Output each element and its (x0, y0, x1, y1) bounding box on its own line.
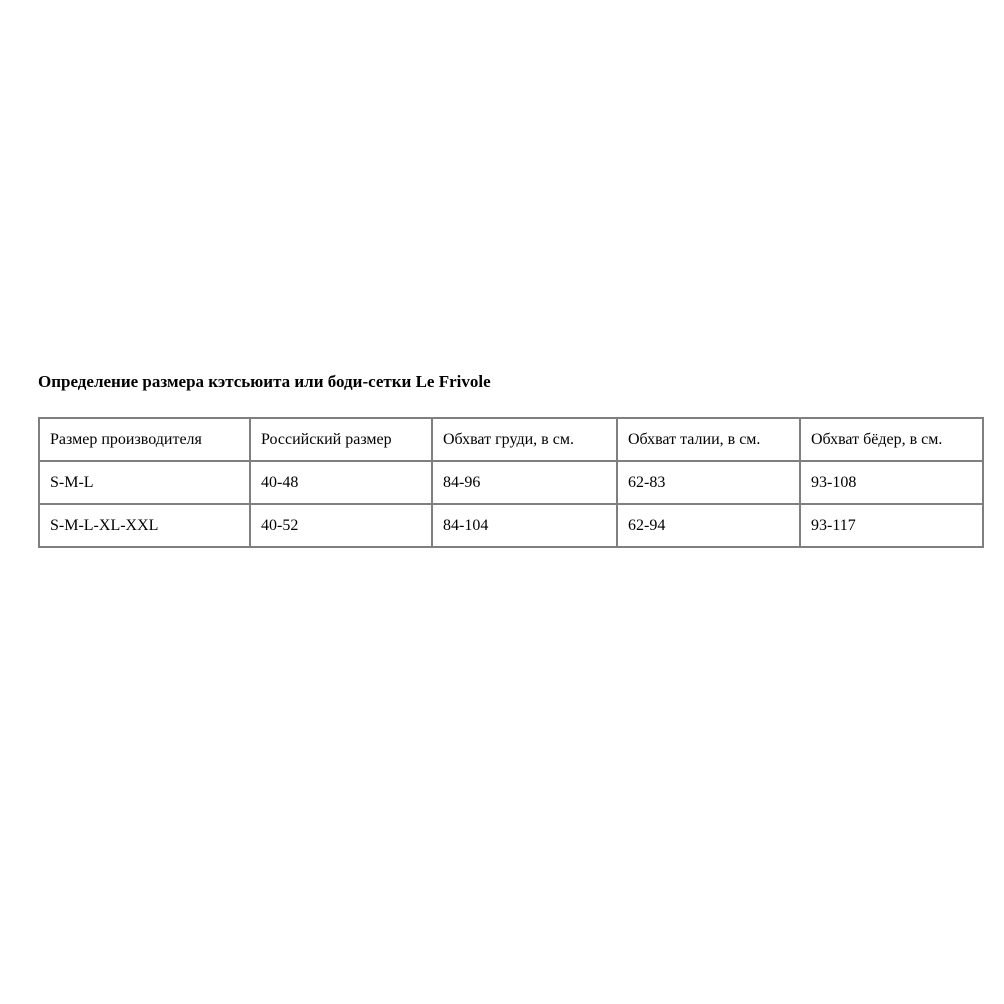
cell-russian-size: 40-52 (249, 503, 433, 548)
column-header-waist: Обхват талии, в см. (616, 417, 801, 462)
cell-waist: 62-94 (616, 503, 801, 548)
cell-chest: 84-104 (431, 503, 618, 548)
size-chart-table: Размер производителя Российский размер О… (38, 417, 984, 548)
cell-hips: 93-108 (799, 460, 984, 505)
table-row: S-M-L 40-48 84-96 62-83 93-108 (38, 460, 984, 505)
table-row: S-M-L-XL-XXL 40-52 84-104 62-94 93-117 (38, 503, 984, 548)
cell-hips: 93-117 (799, 503, 984, 548)
cell-manufacturer-size: S-M-L (38, 460, 251, 505)
cell-russian-size: 40-48 (249, 460, 433, 505)
column-header-hips: Обхват бёдер, в см. (799, 417, 984, 462)
cell-chest: 84-96 (431, 460, 618, 505)
size-chart-header: Размер производителя Российский размер О… (38, 417, 984, 462)
column-header-russian-size: Российский размер (249, 417, 433, 462)
page-title: Определение размера кэтсьюита или боди-с… (38, 372, 491, 391)
column-header-chest: Обхват груди, в см. (431, 417, 618, 462)
table-header-row: Размер производителя Российский размер О… (38, 417, 984, 462)
cell-waist: 62-83 (616, 460, 801, 505)
column-header-manufacturer-size: Размер производителя (38, 417, 251, 462)
size-chart-body: S-M-L 40-48 84-96 62-83 93-108 S-M-L-XL-… (38, 460, 984, 548)
cell-manufacturer-size: S-M-L-XL-XXL (38, 503, 251, 548)
